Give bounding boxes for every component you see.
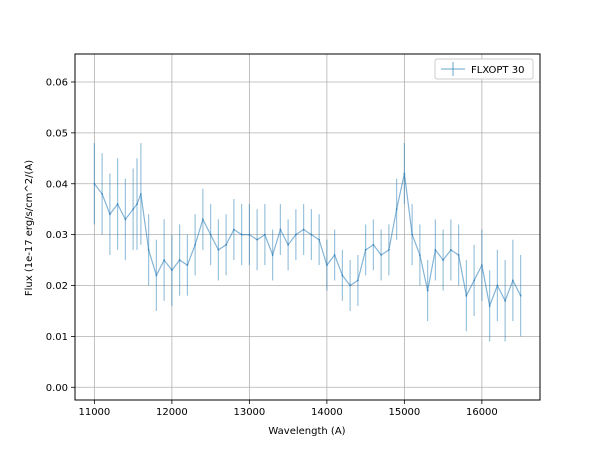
plot-frame — [74, 53, 541, 401]
data-point — [271, 254, 274, 256]
data-point — [287, 243, 290, 246]
legend-box — [434, 58, 534, 80]
data-point — [136, 203, 138, 206]
data-point — [434, 248, 437, 251]
x-tick-label: 15000 — [388, 407, 420, 418]
data-point — [201, 218, 204, 221]
data-point — [310, 233, 313, 236]
y-axis-label: Flux (1e-17 erg/s/cm^2/(A) — [24, 160, 35, 296]
data-point — [504, 299, 507, 302]
data-point — [225, 243, 228, 246]
data-point — [387, 248, 390, 251]
data-point — [147, 248, 150, 251]
series-layer — [93, 143, 522, 342]
data-point — [263, 233, 266, 236]
data-point — [480, 264, 483, 267]
data-point — [294, 233, 297, 236]
data-point — [341, 274, 344, 277]
data-point — [170, 269, 173, 272]
data-point — [449, 248, 452, 251]
data-point — [380, 254, 383, 256]
data-point — [356, 279, 359, 282]
y-axis: 0.00 0.01 0.02 0.03 0.04 0.05 0.06 — [46, 77, 75, 394]
data-point — [488, 304, 491, 307]
data-point — [302, 228, 305, 231]
x-tick-label: 13000 — [233, 407, 265, 418]
data-point — [132, 208, 135, 211]
grid — [75, 54, 540, 400]
data-point — [411, 233, 414, 236]
y-tick-label: 0.03 — [46, 230, 68, 241]
y-tick-label: 0.04 — [46, 179, 68, 190]
data-point — [364, 248, 367, 251]
x-axis: 11000 12000 13000 14000 15000 16000 — [78, 400, 498, 418]
data-point — [217, 248, 220, 251]
data-point — [349, 284, 352, 287]
data-point — [403, 172, 406, 175]
data-point — [194, 243, 197, 246]
y-tick-label: 0.01 — [46, 332, 68, 343]
data-point — [232, 228, 235, 231]
data-point — [209, 233, 212, 236]
y-tick-label: 0.02 — [46, 281, 68, 292]
data-point — [372, 243, 375, 246]
data-point — [163, 259, 166, 261]
data-point — [279, 228, 282, 231]
y-tick-label: 0.05 — [46, 128, 68, 139]
x-axis-label: Wavelength (A) — [268, 426, 345, 437]
data-point — [457, 254, 460, 256]
data-point — [418, 254, 421, 256]
x-tick-label: 11000 — [78, 407, 110, 418]
data-point — [519, 294, 522, 297]
data-point — [426, 289, 429, 292]
data-point — [473, 279, 476, 282]
legend: FLXOPT 30 — [434, 58, 534, 80]
data-point — [395, 208, 398, 211]
data-point — [101, 193, 104, 195]
x-tick-label: 12000 — [156, 407, 188, 418]
data-point — [325, 264, 328, 267]
data-point — [248, 233, 251, 236]
data-point — [155, 274, 158, 277]
data-point — [496, 284, 499, 287]
data-point — [511, 279, 514, 282]
x-tick-label: 14000 — [311, 407, 343, 418]
data-point — [256, 238, 259, 241]
data-point — [108, 213, 111, 216]
y-tick-label: 0.06 — [46, 77, 68, 88]
y-tick-label: 0.00 — [46, 383, 68, 394]
data-point — [124, 218, 127, 221]
data-point — [186, 264, 189, 267]
data-point — [93, 182, 96, 185]
data-point — [178, 259, 181, 261]
series-line — [93, 143, 522, 342]
data-point — [442, 259, 445, 261]
data-point — [139, 193, 142, 195]
data-point — [465, 294, 468, 297]
data-point — [333, 254, 336, 256]
legend-label: FLXOPT 30 — [471, 65, 524, 76]
data-point — [240, 233, 243, 236]
data-point — [116, 203, 119, 206]
x-tick-label: 16000 — [466, 407, 498, 418]
data-point — [318, 238, 321, 241]
